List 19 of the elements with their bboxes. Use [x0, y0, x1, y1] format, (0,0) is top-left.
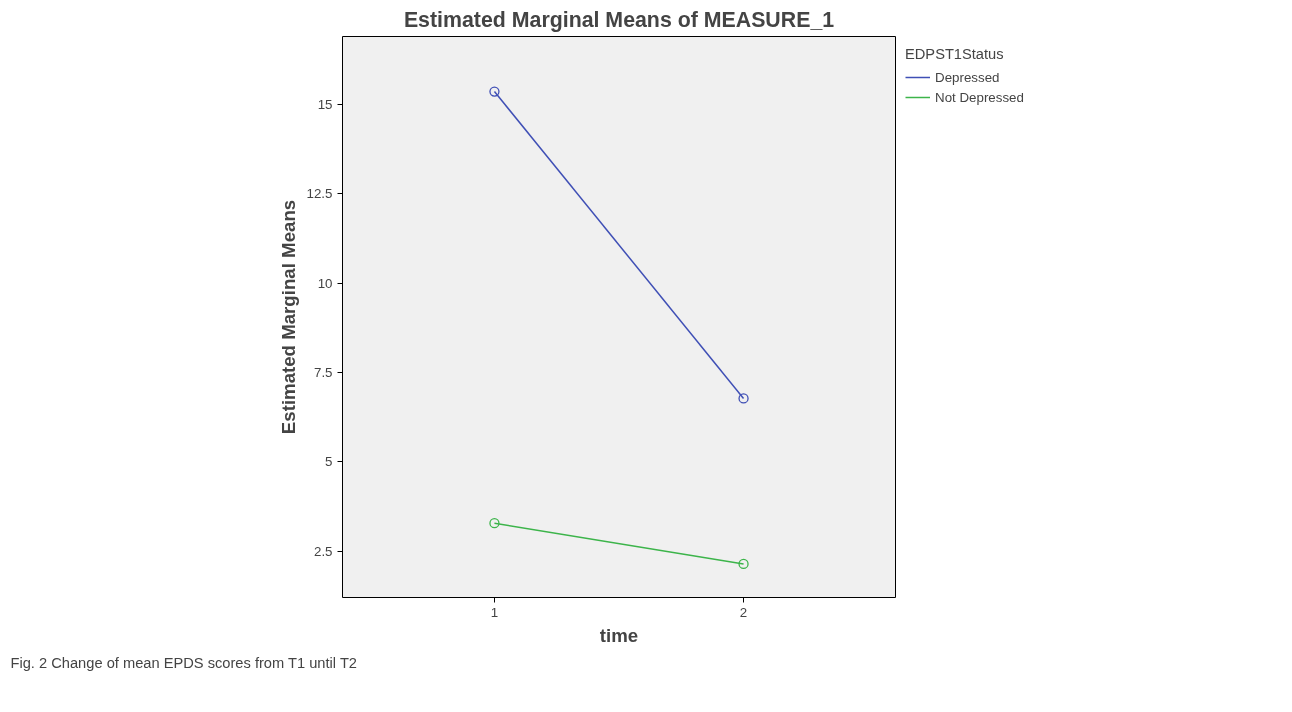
- y-tick-label: 2.5: [313, 543, 333, 559]
- legend-label: Not Depressed: [935, 89, 1024, 105]
- y-tick-label: 7.5: [313, 364, 333, 380]
- caption: Fig. 2 Change of mean EPDS scores from T1 until T2: [10, 654, 357, 671]
- chart-title: Estimated Marginal Means of MEASURE_1: [403, 7, 835, 32]
- legend-title: EDPST1Status: [905, 46, 1005, 62]
- y-tick-label: 15: [317, 96, 333, 112]
- y-tick-label: 10: [317, 275, 333, 291]
- y-tick-label: 5: [325, 454, 333, 470]
- x-tick-label: 1: [490, 604, 499, 620]
- point: [489, 518, 500, 529]
- y-axis-title: Estimated Marginal Means: [277, 199, 299, 435]
- point: [489, 86, 500, 97]
- point: [738, 558, 749, 570]
- x-axis-title: time: [599, 624, 639, 646]
- x-tick-label: 2: [739, 604, 748, 620]
- point: [738, 393, 749, 404]
- legend-label: Depressed: [935, 69, 1000, 85]
- y-tick-label: 12.5: [306, 186, 333, 202]
